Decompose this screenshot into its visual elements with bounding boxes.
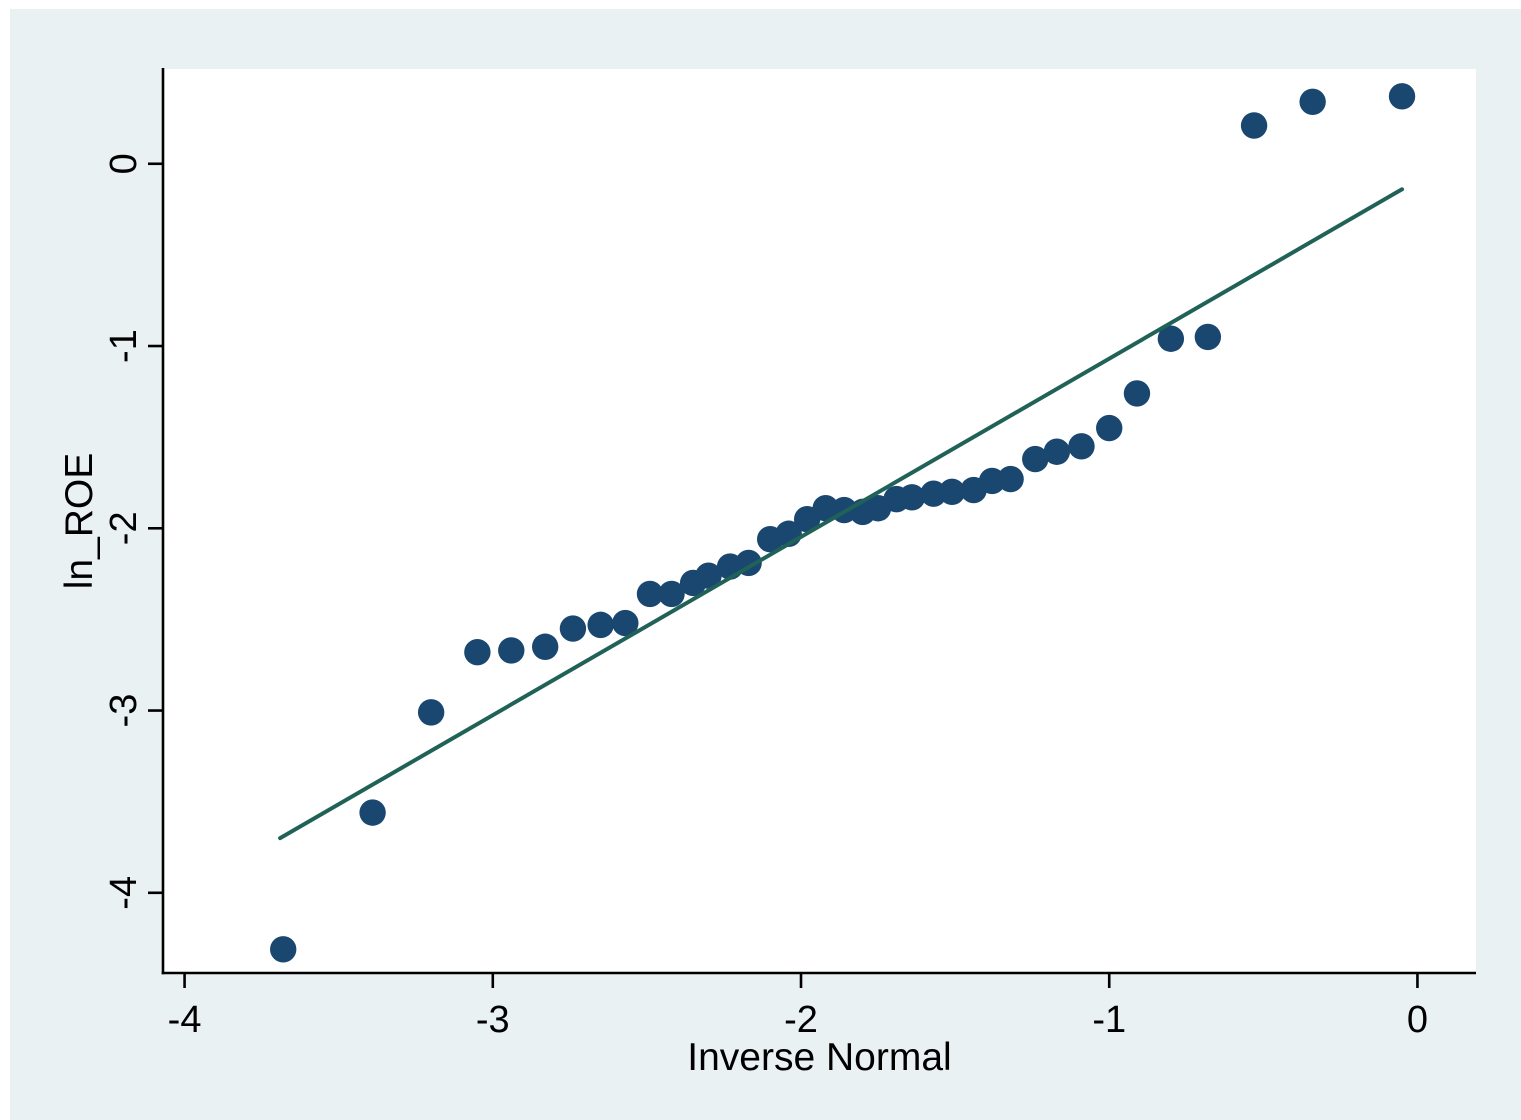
data-point — [636, 580, 664, 608]
x-tick-label: -4 — [168, 999, 202, 1041]
y-tick-label: -1 — [103, 329, 145, 363]
x-tick-label: -1 — [1092, 999, 1126, 1041]
reference-line — [278, 187, 1405, 841]
data-point — [938, 478, 966, 506]
data-point — [417, 699, 445, 726]
x-axis-ticks: -4 -3 -2 -1 0 — [168, 973, 1428, 1041]
data-point — [898, 484, 926, 511]
data-point — [1096, 414, 1123, 442]
x-tick-label: -3 — [476, 999, 510, 1041]
data-point — [1022, 445, 1049, 473]
data-point — [464, 639, 491, 666]
data-point — [1043, 438, 1071, 465]
data-point — [270, 936, 297, 963]
data-point — [1194, 323, 1222, 351]
data-point — [695, 562, 722, 589]
y-tick-label: -3 — [103, 694, 145, 728]
data-point — [531, 633, 559, 660]
y-axis-ticks: 0 -1 -2 -3 -4 — [103, 153, 163, 910]
data-point — [1068, 433, 1095, 460]
data-point — [997, 465, 1024, 493]
data-point — [587, 611, 614, 639]
data-point — [1157, 325, 1185, 352]
data-point — [612, 609, 639, 637]
data-point — [1388, 83, 1416, 110]
data-point — [498, 637, 525, 664]
data-point — [1299, 88, 1326, 116]
y-axis-title: ln_ROE — [58, 453, 101, 590]
data-point — [559, 615, 587, 642]
y-tick-label: -4 — [103, 876, 145, 910]
data-point — [1123, 380, 1151, 407]
data-point — [359, 799, 386, 826]
data-point — [1240, 112, 1268, 139]
x-axis-title: Inverse Normal — [687, 1036, 951, 1079]
y-tick-label: -2 — [103, 511, 145, 545]
x-tick-label: 0 — [1407, 999, 1428, 1041]
y-tick-label: 0 — [103, 153, 145, 174]
data-point — [658, 580, 685, 608]
x-tick-label: -2 — [784, 999, 818, 1041]
